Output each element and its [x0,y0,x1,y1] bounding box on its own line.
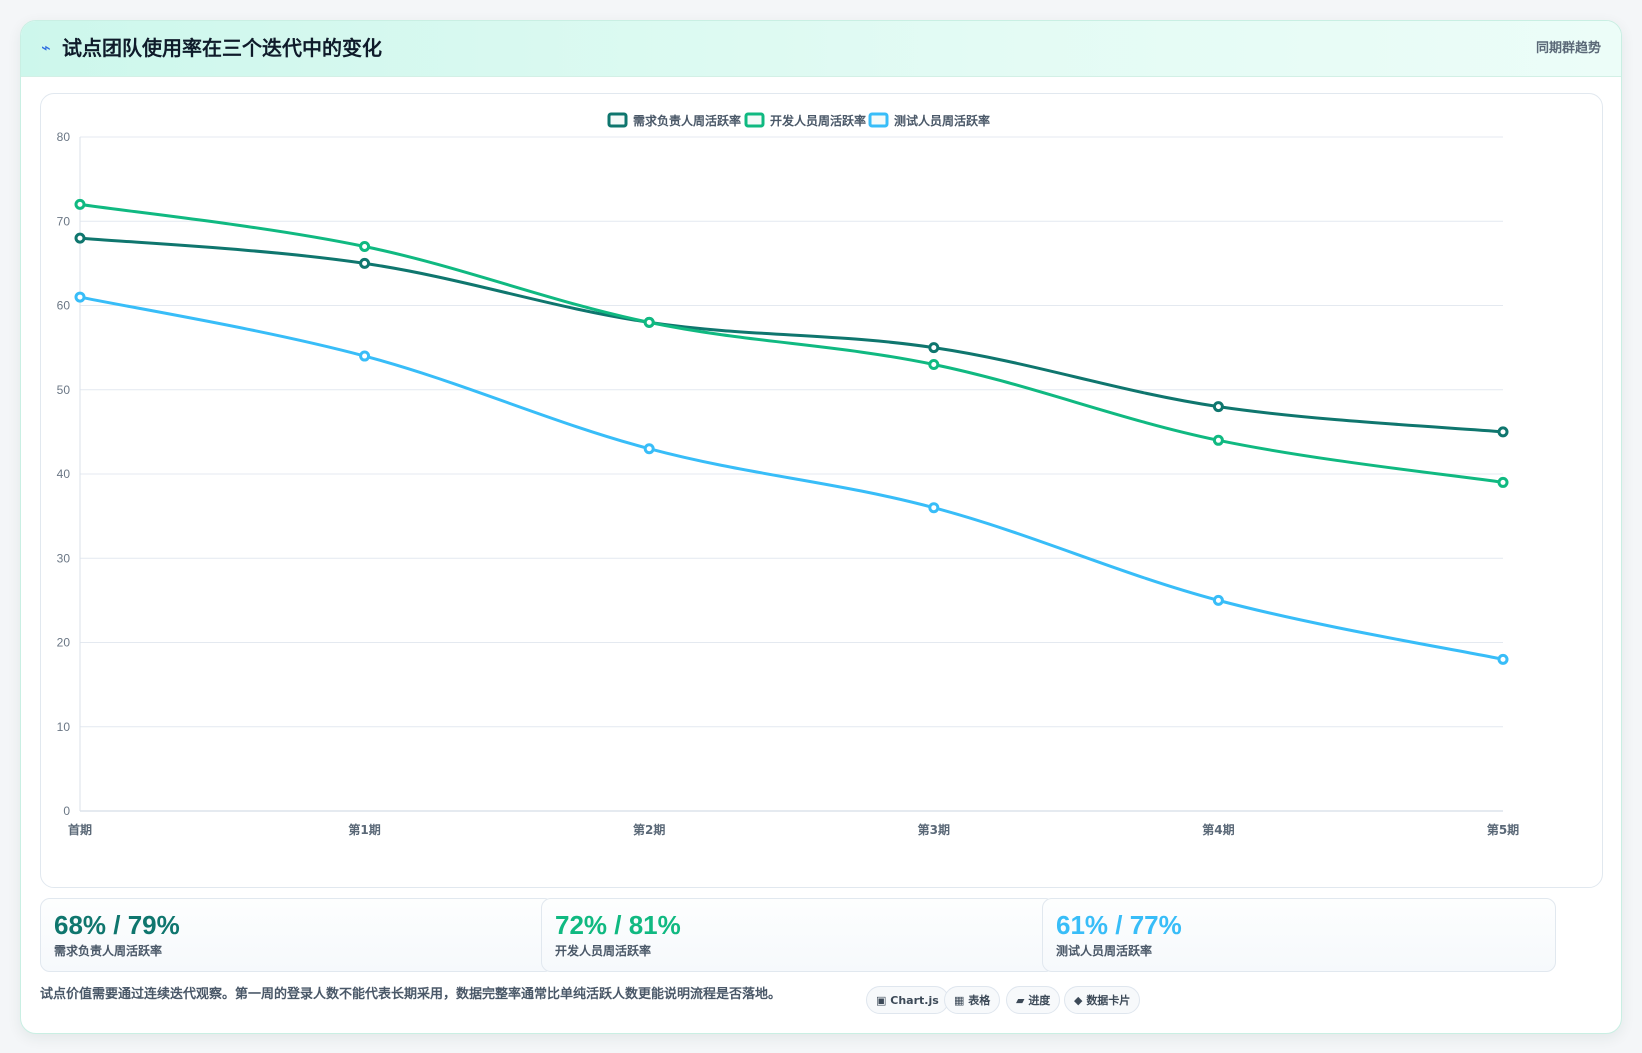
legend-swatch [607,112,628,128]
stat-label: 开发人员周活跃率 [555,944,652,958]
y-tick-label: 10 [57,720,71,734]
bolt-icon: ⌁ [41,38,51,57]
y-tick-label: 70 [57,214,71,228]
legend-label: 需求负责人周活跃率 [633,113,741,128]
chart-icon: ▣ [876,994,887,1007]
y-tick-label: 20 [57,636,71,650]
legend-swatch [868,112,889,128]
view-data-card-button[interactable]: ◆ 数据卡片 [1064,986,1141,1014]
data-point [1212,594,1224,606]
y-tick-label: 50 [57,383,71,397]
legend-swatch [744,112,765,128]
data-point [1497,653,1509,665]
data-point [1497,426,1509,438]
stat-value: 72% / 81% [555,910,681,940]
stat-card-requirement-owner: 68% / 79% 需求负责人周活跃率 [40,898,554,972]
card-title: 试点团队使用率在三个迭代中的变化 [62,36,382,60]
table-icon: ▦ [954,994,965,1007]
view-progress-button[interactable]: ▰ 进度 [1006,986,1061,1014]
data-point [643,316,655,328]
view-label: Chart.js [890,994,939,1007]
cohort-trend-label: 同期群趋势 [1535,41,1601,56]
data-point [928,502,940,514]
footnote: 试点价值需要通过连续迭代观察。第一周的登录人数不能代表长期采用，数据完整率通常比… [40,987,782,1002]
x-tick-label: 第1期 [348,822,380,837]
y-tick-label: 80 [57,130,71,144]
stat-value: 68% / 79% [54,910,180,940]
chart-panel: 0 10 20 30 40 50 60 70 80 首期 第1期 第2期 第3期 第4期 第5期 需求负责人周… [40,93,1603,888]
data-point [643,443,655,455]
y-tick-label: 60 [57,299,71,313]
series-line-3 [79,295,1504,661]
series-line-1 [79,236,1504,434]
series-line-2 [79,202,1504,484]
data-point [359,241,371,253]
y-tick-label: 40 [57,467,71,481]
stat-label: 测试人员周活跃率 [1056,944,1153,958]
stat-card-tester: 61% / 77% 测试人员周活跃率 [1042,898,1556,972]
data-point [74,232,86,244]
data-point [74,198,86,210]
x-tick-label: 首期 [68,822,92,837]
y-tick-label: 30 [57,551,71,565]
card-header: ⌁ 试点团队使用率在三个迭代中的变化 同期群趋势 [21,21,1621,77]
x-tick-label: 第5期 [1487,822,1519,837]
y-tick-label: 0 [63,804,70,818]
stat-card-developer: 72% / 81% 开发人员周活跃率 [541,898,1055,972]
data-point [1212,434,1224,446]
stat-value: 61% / 77% [1056,910,1182,940]
report-card: ⌁ 试点团队使用率在三个迭代中的变化 同期群趋势 0 10 20 30 40 50 60 70… [20,20,1622,1034]
data-point [928,358,940,370]
progress-icon: ▰ [1016,994,1025,1007]
stat-label: 需求负责人周活跃率 [54,944,163,958]
data-point [1212,401,1224,413]
data-point [359,257,371,269]
view-label: 数据卡片 [1086,994,1131,1007]
legend-label: 测试人员周活跃率 [894,113,990,128]
diamond-icon: ◆ [1074,994,1083,1007]
data-point [928,342,940,354]
data-point [1497,476,1509,488]
view-label: 表格 [968,994,991,1007]
legend-label: 开发人员周活跃率 [770,113,866,128]
line-chart: 0 10 20 30 40 50 60 70 80 首期 第1期 第2期 第3期 第4期 第5期 需求负责人周… [57,112,1519,837]
x-tick-label: 第3期 [918,822,950,837]
view-label: 进度 [1028,994,1051,1007]
data-point [359,350,371,362]
x-tick-label: 第2期 [633,822,665,837]
view-chartjs-button[interactable]: ▣ Chart.js [866,986,949,1014]
x-tick-label: 第4期 [1202,822,1234,837]
data-point [74,291,86,303]
view-table-button[interactable]: ▦ 表格 [944,986,1001,1014]
